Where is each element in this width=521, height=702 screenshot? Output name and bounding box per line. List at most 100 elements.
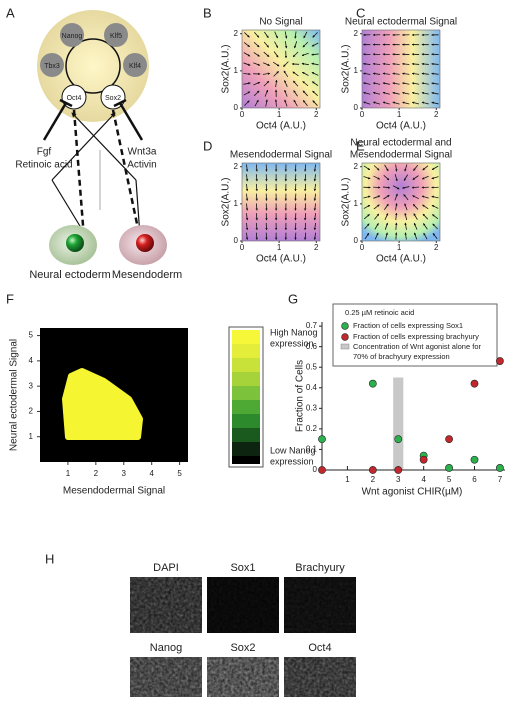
nucleus xyxy=(136,234,154,252)
field-arrow xyxy=(394,193,398,201)
y-tick-label: 0 xyxy=(354,103,359,112)
field-arrow xyxy=(253,52,260,57)
x-label: Oct4 (A.U.) xyxy=(376,254,426,265)
field-arrow xyxy=(243,42,250,48)
field-arrow xyxy=(263,51,270,57)
field-arrow xyxy=(411,72,420,75)
point xyxy=(445,435,453,444)
field-arrow xyxy=(243,82,251,85)
inhibit-arrow xyxy=(118,102,144,141)
field-arrow xyxy=(263,41,269,48)
panel-label: A xyxy=(6,5,15,20)
y-label: Fraction of Cells xyxy=(295,360,306,432)
legend-swatch xyxy=(341,333,349,341)
field-arrow xyxy=(421,101,429,105)
field-arrow xyxy=(253,81,261,86)
y-tick-label: 0.4 xyxy=(306,383,318,392)
x-tick-label: 1 xyxy=(397,110,402,119)
dashed-arrow xyxy=(111,109,144,240)
field-arrow xyxy=(312,32,318,38)
field-arrow xyxy=(392,82,400,85)
field-arrow xyxy=(284,41,288,49)
y-tick-label: 0 xyxy=(354,236,359,245)
gene-node xyxy=(123,53,147,77)
field-arrow xyxy=(392,185,400,190)
field-arrow xyxy=(245,222,249,231)
field-arrow xyxy=(384,164,389,172)
field-arrow xyxy=(402,82,410,85)
arrow xyxy=(51,112,116,181)
colorbar-label: Low Nanog xyxy=(270,445,316,455)
field-arrow xyxy=(382,186,391,189)
field-arrow xyxy=(431,82,439,85)
field-arrow xyxy=(292,71,299,77)
field-arrow xyxy=(262,72,271,75)
field-arrow xyxy=(302,41,309,48)
band xyxy=(393,377,404,470)
field-arrow xyxy=(294,41,298,49)
field-arrow xyxy=(432,223,438,230)
colorbar-label: expression xyxy=(270,338,314,348)
field-arrow xyxy=(392,101,400,105)
legend-swatch xyxy=(341,322,349,330)
field-arrow xyxy=(401,62,410,66)
field-arrow xyxy=(392,91,400,95)
field-arrow xyxy=(304,174,307,182)
gene-label: Klf5 xyxy=(110,33,122,40)
field-arrow xyxy=(245,213,249,221)
y-tick-label: 2 xyxy=(354,162,359,171)
field-arrow xyxy=(431,62,439,66)
field-background xyxy=(361,29,441,109)
field-arrow xyxy=(372,72,381,75)
y-tick-label: 0 xyxy=(234,236,239,245)
image-label: DAPI xyxy=(153,562,179,574)
field-arrow xyxy=(363,101,371,105)
x-label: Oct4 (A.U.) xyxy=(256,121,306,132)
field-arrow xyxy=(422,213,429,220)
field-arrow xyxy=(274,31,278,39)
point xyxy=(445,464,453,472)
y-label: Sox2(A.U.) xyxy=(221,45,232,94)
field-arrow xyxy=(422,204,429,210)
x-tick-label: 4 xyxy=(421,475,426,484)
field-arrow xyxy=(392,62,400,66)
image-label: Sox2 xyxy=(230,642,255,654)
y-label: Sox2(A.U.) xyxy=(341,45,352,94)
x-label: Mesendodermal Signal xyxy=(63,486,165,497)
field-arrow xyxy=(255,174,258,182)
field-arrow xyxy=(421,62,429,66)
panel-f: High Nanog expression Low Nanog expressi… xyxy=(9,326,318,497)
inhibit-bar xyxy=(113,98,127,108)
colorbar-label: expression xyxy=(270,456,314,466)
field-arrow xyxy=(385,232,388,240)
panel-label: F xyxy=(6,291,14,306)
x-tick-label: 3 xyxy=(122,469,127,478)
panel-label: G xyxy=(288,291,298,306)
x-tick-label: 2 xyxy=(434,110,439,119)
signal-label: Wnt3a xyxy=(128,147,157,158)
field-arrow xyxy=(421,72,429,75)
field-arrow xyxy=(374,223,379,230)
field-arrow xyxy=(373,175,381,180)
field-arrow xyxy=(253,62,261,66)
field-arrow xyxy=(313,193,317,201)
field-arrow xyxy=(255,164,258,172)
field-arrow xyxy=(313,203,317,211)
field-arrow xyxy=(402,186,410,189)
y-tick-label: 5 xyxy=(29,331,34,340)
colorbar xyxy=(228,326,264,468)
micrograph-shade xyxy=(284,657,356,697)
image-label: Oct4 xyxy=(308,642,331,654)
dashed-arrow xyxy=(72,109,89,240)
field-arrow xyxy=(411,101,420,105)
legend-box xyxy=(332,303,498,367)
field-arrow xyxy=(411,62,420,66)
y-tick-label: 1 xyxy=(234,66,239,75)
x-tick-label: 2 xyxy=(434,243,439,252)
field-background xyxy=(241,29,321,109)
field-arrow xyxy=(432,233,438,240)
point xyxy=(368,466,377,474)
field-arrow xyxy=(304,222,307,231)
y-tick-label: 0.7 xyxy=(306,321,318,330)
